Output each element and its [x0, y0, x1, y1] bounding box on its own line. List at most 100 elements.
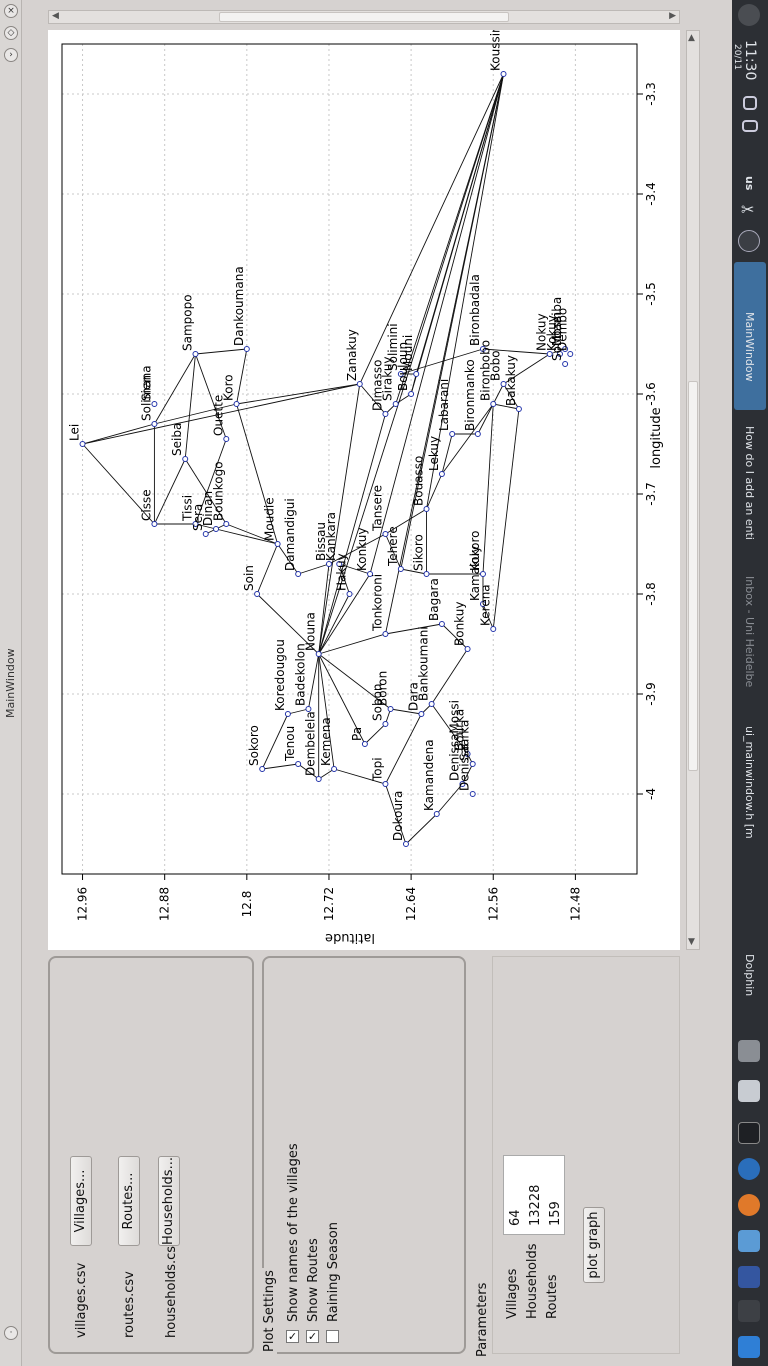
village-label: Dinan: [201, 491, 215, 526]
route-line: [82, 423, 155, 445]
village-label: Bironbobo: [478, 340, 492, 401]
param-value-households: 13228: [528, 1184, 543, 1226]
taskbar-item-dolphin[interactable]: Dolphin: [734, 880, 766, 1020]
close-icon[interactable]: ×: [4, 4, 18, 18]
desktop-pager-icon[interactable]: [738, 1080, 760, 1102]
village-point: [469, 791, 476, 797]
village-point: [223, 436, 230, 442]
app-icon[interactable]: [738, 1300, 760, 1322]
kde-menu-icon[interactable]: [738, 1336, 760, 1358]
desktop-pager-icon[interactable]: [738, 1040, 760, 1062]
plot-frame: [61, 43, 638, 875]
village-point: [151, 421, 158, 427]
village-label: Ouette: [211, 395, 225, 436]
village-point: [479, 346, 486, 352]
minimize-icon[interactable]: ›: [4, 48, 18, 62]
route-line: [415, 73, 504, 375]
village-point: [500, 381, 507, 387]
route-line: [441, 433, 453, 475]
route-line: [256, 593, 320, 655]
route-line: [482, 348, 550, 355]
village-point: [213, 526, 220, 532]
village-label: Tehere: [386, 526, 400, 567]
village-label: Lekuy: [427, 436, 441, 471]
taskbar-item-editor[interactable]: ui_mainwindow.h [m: [734, 720, 766, 870]
villages-file-label: villages.csv: [74, 1262, 89, 1338]
village-label: Nokuy: [535, 313, 549, 351]
route-line: [359, 73, 504, 385]
households-button[interactable]: Households...: [158, 1156, 180, 1246]
route-line: [318, 73, 504, 655]
y-tick-label: 12.88: [158, 887, 172, 921]
taskbar-item-mail[interactable]: Inbox - Uni Heidelbe: [734, 570, 766, 710]
route-line: [318, 383, 361, 655]
office-icon[interactable]: [738, 1266, 760, 1288]
scroll-up-icon[interactable]: ▲: [688, 33, 695, 43]
show-names-label: Show names of the villages: [286, 1143, 301, 1322]
village-point: [243, 346, 250, 352]
clock-time[interactable]: 11:30: [742, 40, 758, 81]
village-point: [382, 631, 389, 637]
taskbar-item-browser[interactable]: How do I add an enti: [734, 420, 766, 560]
village-point: [449, 431, 456, 437]
power-icon[interactable]: [738, 4, 760, 26]
file-manager-icon[interactable]: [738, 1230, 760, 1252]
plot-graph-button[interactable]: plot graph: [583, 1207, 605, 1283]
network-icon[interactable]: [742, 120, 758, 132]
village-label: Kamakuy: [468, 546, 482, 601]
village-point: [392, 401, 399, 407]
taskbar-item-label: How do I add an enti: [743, 426, 756, 540]
route-line: [184, 458, 227, 525]
village-label: Seiba: [170, 423, 184, 456]
plot-settings-title: Plot Settings: [262, 1268, 277, 1354]
app-menu-icon[interactable]: ·: [4, 1326, 18, 1340]
village-point: [367, 571, 374, 577]
route-line: [154, 403, 237, 425]
scissors-icon[interactable]: ✂: [741, 200, 755, 219]
keyboard-layout[interactable]: us: [743, 176, 756, 191]
horizontal-scroll-thumb[interactable]: [219, 12, 509, 22]
terminal-icon[interactable]: [738, 1122, 760, 1144]
villages-button[interactable]: Villages...: [70, 1156, 92, 1246]
village-label: Bobo: [489, 350, 503, 381]
taskbar-item-label: Inbox - Uni Heidelbe: [743, 576, 756, 688]
village-label: Sirakuy: [381, 356, 395, 401]
scroll-down-icon[interactable]: ▼: [688, 937, 695, 947]
notifications-icon[interactable]: [738, 230, 760, 252]
browser-icon[interactable]: [738, 1158, 760, 1180]
route-line: [226, 523, 278, 545]
village-label: Solimana: [139, 365, 153, 421]
parameters-title: Parameters: [475, 1282, 490, 1357]
route-line: [333, 768, 386, 785]
show-routes-checkbox[interactable]: ✓: [306, 1330, 319, 1343]
show-names-checkbox[interactable]: ✓: [286, 1330, 299, 1343]
village-label: Koredougou: [273, 639, 287, 711]
village-label: Soin: [242, 565, 256, 591]
route-line: [359, 383, 386, 415]
village-label: Bankoumani: [417, 626, 431, 701]
vertical-scrollbar[interactable]: ▲ ▼: [686, 30, 700, 950]
route-line: [385, 783, 407, 845]
horizontal-scrollbar[interactable]: ◀ ▶: [48, 10, 680, 24]
route-line: [431, 703, 468, 755]
village-point: [192, 521, 199, 527]
village-label: Kerena: [478, 584, 492, 626]
route-line: [482, 603, 494, 630]
taskbar-item-mainwindow[interactable]: MainWindow: [734, 262, 766, 410]
maximize-icon[interactable]: ◇: [4, 26, 18, 40]
x-tick-label: -3.5: [644, 282, 658, 305]
raining-season-checkbox[interactable]: [326, 1330, 339, 1343]
village-point: [459, 781, 466, 787]
firefox-icon[interactable]: [738, 1194, 760, 1216]
scroll-right-icon[interactable]: ▶: [669, 11, 676, 21]
village-point: [233, 401, 240, 407]
y-tick-label: 12.56: [486, 887, 500, 921]
village-label: Bourka: [453, 709, 467, 751]
route-line: [426, 73, 504, 510]
village-label: Zanakuy: [345, 329, 359, 381]
vertical-scroll-thumb[interactable]: [688, 381, 698, 771]
routes-button[interactable]: Routes...: [118, 1156, 140, 1246]
volume-icon[interactable]: [743, 96, 757, 110]
scroll-left-icon[interactable]: ◀: [52, 11, 59, 21]
route-line: [256, 543, 279, 595]
